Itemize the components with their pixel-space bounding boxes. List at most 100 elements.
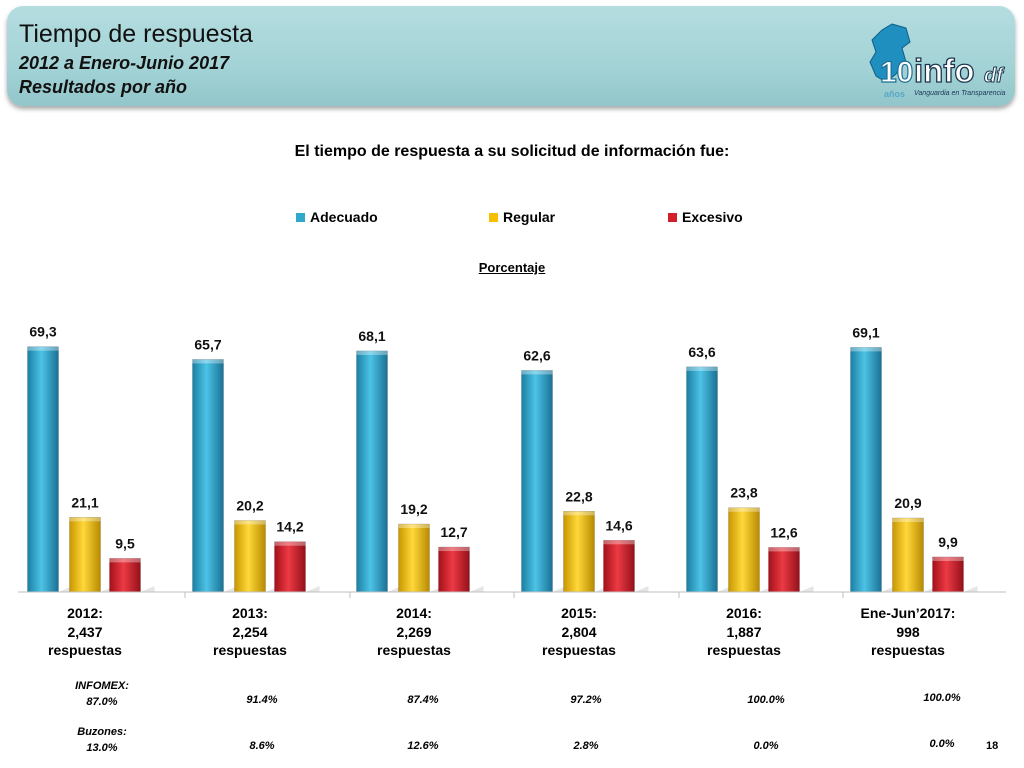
bar-cap [563, 511, 595, 516]
bar-adecuado-1 [192, 359, 224, 593]
bar-cap [27, 346, 59, 351]
data-label-regular-1: 20,2 [236, 497, 263, 513]
bar-regular-2 [398, 523, 430, 593]
data-label-regular-2: 19,2 [400, 501, 427, 517]
bar-cap [192, 359, 224, 364]
x-tick-label-4: 2016: 1,887 respuestas [707, 605, 781, 658]
header-banner: Tiempo de respuesta 2012 a Enero-Junio 2… [7, 6, 1015, 106]
bar-cap [109, 558, 141, 563]
bar-regular-5 [892, 517, 924, 593]
legend-swatch [668, 212, 677, 222]
logo-wordmark: info [914, 52, 974, 89]
buzones-value-5: 0.0% [929, 738, 955, 750]
bar-shadow [223, 586, 238, 592]
bar-shadow [881, 586, 896, 592]
data-label-excesivo-1: 14,2 [276, 519, 303, 535]
y-axis-unit-label: Porcentaje [478, 260, 546, 275]
page-title: Tiempo de respuesta [19, 20, 253, 48]
buzones-label: Buzones: 13.0% [77, 726, 127, 754]
legend-item-regular: Regular [489, 209, 555, 225]
bar-shadow [387, 586, 402, 592]
bar-cap [274, 541, 306, 546]
data-label-excesivo-5: 9,9 [938, 534, 958, 550]
bar-shadow [140, 586, 155, 592]
legend-item-excesivo: Excesivo [668, 209, 743, 225]
legend-label: Regular [503, 209, 556, 225]
data-label-excesivo-0: 9,5 [115, 535, 135, 551]
page-number: 18 [986, 740, 999, 752]
bar-cap [356, 350, 388, 355]
x-tick-label-5: Ene-Jun’2017: 998 respuestas [860, 605, 956, 658]
data-label-adecuado-0: 69,3 [29, 324, 56, 340]
bar-shadow [58, 586, 73, 592]
bar-cap [728, 507, 760, 512]
x-tick-label-1: 2013: 2,254 respuestas [213, 605, 287, 658]
data-label-excesivo-2: 12,7 [440, 524, 467, 540]
bar-regular-3 [563, 510, 595, 593]
bar-excesivo-2 [438, 546, 470, 593]
bar-cap [438, 547, 470, 552]
x-tick-label-2: 2014: 2,269 respuestas [377, 605, 451, 658]
bar-cap [892, 518, 924, 523]
legend-label: Excesivo [682, 209, 743, 225]
logo-years: años [884, 89, 905, 99]
bar-cap [603, 540, 635, 545]
data-label-regular-3: 22,8 [565, 488, 592, 504]
bar-adecuado-0 [27, 346, 59, 593]
infodf-logo: 10 info df años Vanguardia en Transparen… [869, 23, 1006, 99]
infomex-value-4: 100.0% [747, 694, 785, 706]
bar-regular-1 [234, 520, 266, 593]
bar-shadow [305, 586, 320, 592]
bar-shadow [963, 586, 978, 592]
bar-cap [932, 556, 964, 561]
data-label-regular-4: 23,8 [730, 485, 757, 501]
buzones-value-2: 12.6% [407, 740, 439, 752]
bar-shadow [799, 586, 814, 592]
bar-shadow [469, 586, 484, 592]
data-label-regular-5: 20,9 [894, 495, 921, 511]
bar-adecuado-5 [850, 347, 882, 593]
infomex-value-2: 87.4% [407, 694, 439, 706]
data-label-adecuado-5: 69,1 [852, 324, 879, 340]
bar-cap [234, 520, 266, 525]
bar-excesivo-1 [274, 541, 306, 593]
bar-cap [398, 524, 430, 529]
bar-cap [686, 366, 718, 371]
logo-tagline: Vanguardia en Transparencia [914, 90, 1006, 97]
data-label-adecuado-1: 65,7 [194, 336, 221, 352]
bar-adecuado-3 [521, 370, 553, 593]
infomex-value-3: 97.2% [570, 694, 602, 706]
logo-suffix: df [984, 65, 1005, 87]
data-label-excesivo-4: 12,6 [770, 524, 797, 540]
bar-shadow [552, 586, 567, 592]
legend-label: Adecuado [310, 209, 378, 225]
data-label-adecuado-4: 63,6 [688, 344, 715, 360]
x-tick-label-0: 2012: 2,437 respuestas [48, 605, 122, 658]
legend-swatch [489, 212, 498, 222]
infomex-value-1: 91.4% [246, 694, 278, 706]
logo-number: 10 [880, 56, 913, 89]
bar-excesivo-3 [603, 540, 635, 593]
buzones-value-4: 0.0% [753, 740, 779, 752]
data-label-regular-0: 21,1 [71, 494, 98, 510]
data-label-adecuado-2: 68,1 [358, 328, 385, 344]
bar-shadow [634, 586, 649, 592]
infomex-value-5: 100.0% [923, 692, 961, 704]
bar-adecuado-4 [686, 366, 718, 593]
buzones-value-3: 2.8% [573, 740, 599, 752]
bar-cap [768, 547, 800, 552]
data-label-excesivo-3: 14,6 [605, 517, 632, 533]
chart-title: El tiempo de respuesta a su solicitud de… [294, 143, 730, 160]
bar-adecuado-2 [356, 350, 388, 593]
bar-excesivo-5 [932, 556, 964, 593]
bar-cap [69, 517, 101, 522]
data-label-adecuado-3: 62,6 [523, 347, 550, 363]
legend-item-adecuado: Adecuado [296, 209, 378, 225]
bar-cap [850, 347, 882, 352]
infomex-label: INFOMEX: 87.0% [75, 680, 129, 708]
bar-regular-0 [69, 517, 101, 593]
bar-shadow [717, 586, 732, 592]
bar-excesivo-0 [109, 558, 141, 593]
bar-regular-4 [728, 507, 760, 593]
